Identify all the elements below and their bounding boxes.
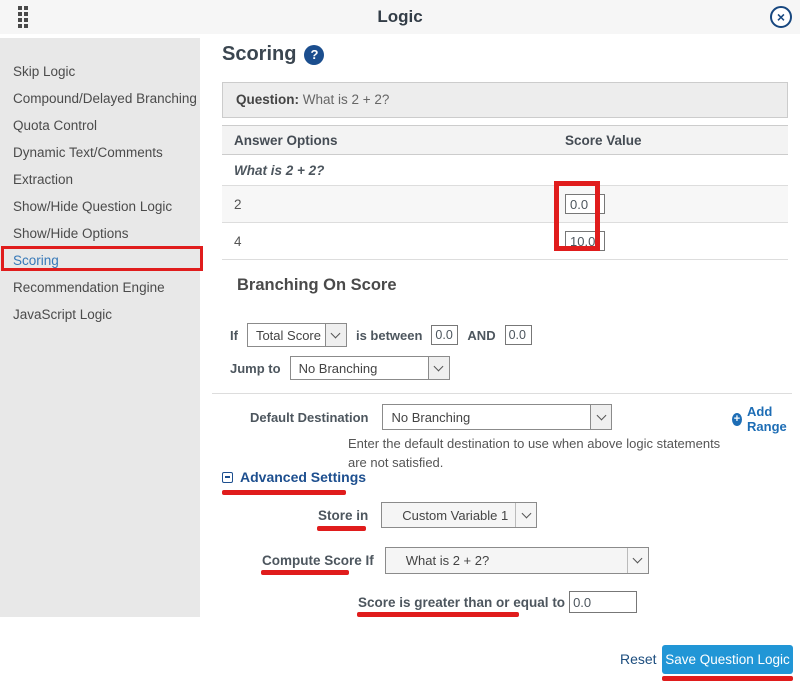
score-value-input[interactable] <box>565 231 605 251</box>
sidebar-item-recommendation-engine[interactable]: Recommendation Engine <box>13 280 165 295</box>
sidebar-item-quota-control[interactable]: Quota Control <box>13 118 98 133</box>
header-answer-options: Answer Options <box>234 132 338 148</box>
answer-option-label: 4 <box>234 233 242 249</box>
compute-score-if-select[interactable]: What is 2 + 2? <box>384 547 649 574</box>
sidebar-item-dynamic-text-comments[interactable]: Dynamic Text/Comments <box>13 145 163 160</box>
sidebar-item-compound-delayed-branching[interactable]: Compound/Delayed Branching <box>13 91 197 106</box>
logic-sidebar: Skip Logic Compound/Delayed Branching Qu… <box>0 38 200 617</box>
sidebar-item-extraction[interactable]: Extraction <box>13 172 74 187</box>
score-gte-label: Score is greater than or equal to <box>358 594 566 610</box>
drag-handle-icon[interactable] <box>18 6 28 28</box>
sidebar-item-scoring[interactable]: Scoring <box>13 253 59 268</box>
save-question-logic-button[interactable]: Save Question Logic <box>662 645 793 674</box>
range-min-input[interactable] <box>431 325 459 345</box>
chevron-down-icon <box>515 503 536 527</box>
reset-link[interactable]: Reset <box>620 651 657 667</box>
store-in-label: Store in <box>318 507 369 523</box>
scoring-panel: Scoring ? Question: What is 2 + 2? Answe… <box>200 0 800 687</box>
and-label: AND <box>467 327 496 343</box>
advanced-settings-toggle[interactable]: Advanced Settings <box>222 469 366 485</box>
sidebar-item-show-hide-question-logic[interactable]: Show/Hide Question Logic <box>13 199 173 214</box>
score-threshold-input[interactable] <box>569 591 638 613</box>
table-row: 4 <box>222 223 788 260</box>
page-title: Scoring <box>222 43 297 65</box>
sidebar-item-show-hide-options[interactable]: Show/Hide Options <box>13 226 129 241</box>
score-source-select[interactable]: Total Score <box>246 323 347 347</box>
score-table-header: Answer Options Score Value <box>222 125 788 155</box>
score-threshold-row: Score is greater than or equal to <box>358 591 638 613</box>
table-row: 2 <box>222 186 788 223</box>
dialog-title: Logic <box>377 7 423 26</box>
jump-to-row: Jump to No Branching <box>230 356 450 380</box>
default-destination-select[interactable]: No Branching <box>382 404 613 430</box>
question-text: What is 2 + 2? <box>302 92 390 107</box>
dialog-titlebar: Logic × <box>0 0 800 34</box>
if-label: If <box>230 327 238 343</box>
jump-to-label: Jump to <box>230 360 281 376</box>
scoring-header: Scoring ? <box>222 43 325 66</box>
plus-circle-icon: + <box>732 412 743 426</box>
close-icon[interactable]: × <box>770 6 792 28</box>
store-in-row: Store in Custom Variable 1 <box>318 502 538 528</box>
compute-score-if-row: Compute Score If What is 2 + 2? <box>262 547 649 574</box>
default-destination-label: Default Destination <box>250 409 369 425</box>
is-between-label: is between <box>355 327 423 343</box>
header-score-value: Score Value <box>565 132 642 148</box>
question-group-row: What is 2 + 2? <box>222 155 788 186</box>
answer-option-label: 2 <box>234 196 242 212</box>
store-in-select[interactable]: Custom Variable 1 <box>381 502 538 528</box>
question-summary: Question: What is 2 + 2? <box>222 82 788 118</box>
add-range-label: Add Range <box>747 404 787 434</box>
branching-on-score-heading: Branching On Score <box>237 276 397 294</box>
sidebar-item-javascript-logic[interactable]: JavaScript Logic <box>13 307 113 322</box>
chevron-down-icon <box>324 324 346 346</box>
chevron-down-icon <box>427 357 449 379</box>
section-divider <box>212 393 792 394</box>
default-destination-row: Default Destination No Branching <box>250 404 613 430</box>
compute-score-if-label: Compute Score If <box>262 553 374 568</box>
jump-to-select[interactable]: No Branching <box>289 356 450 380</box>
chevron-down-icon <box>626 548 648 573</box>
range-max-input[interactable] <box>504 325 532 345</box>
sidebar-item-skip-logic[interactable]: Skip Logic <box>13 64 76 79</box>
default-destination-help-text: Enter the default destination to use whe… <box>348 436 721 470</box>
collapse-icon <box>222 471 233 483</box>
if-condition-row: If Total Score is between AND <box>230 323 532 347</box>
score-table: Answer Options Score Value What is 2 + 2… <box>222 125 788 260</box>
chevron-down-icon <box>590 405 612 429</box>
help-icon[interactable]: ? <box>304 44 325 65</box>
score-value-input[interactable] <box>565 194 605 214</box>
add-range-link[interactable]: + Add Range <box>732 404 800 434</box>
advanced-settings-label: Advanced Settings <box>240 469 367 485</box>
question-label: Question: <box>236 92 299 107</box>
